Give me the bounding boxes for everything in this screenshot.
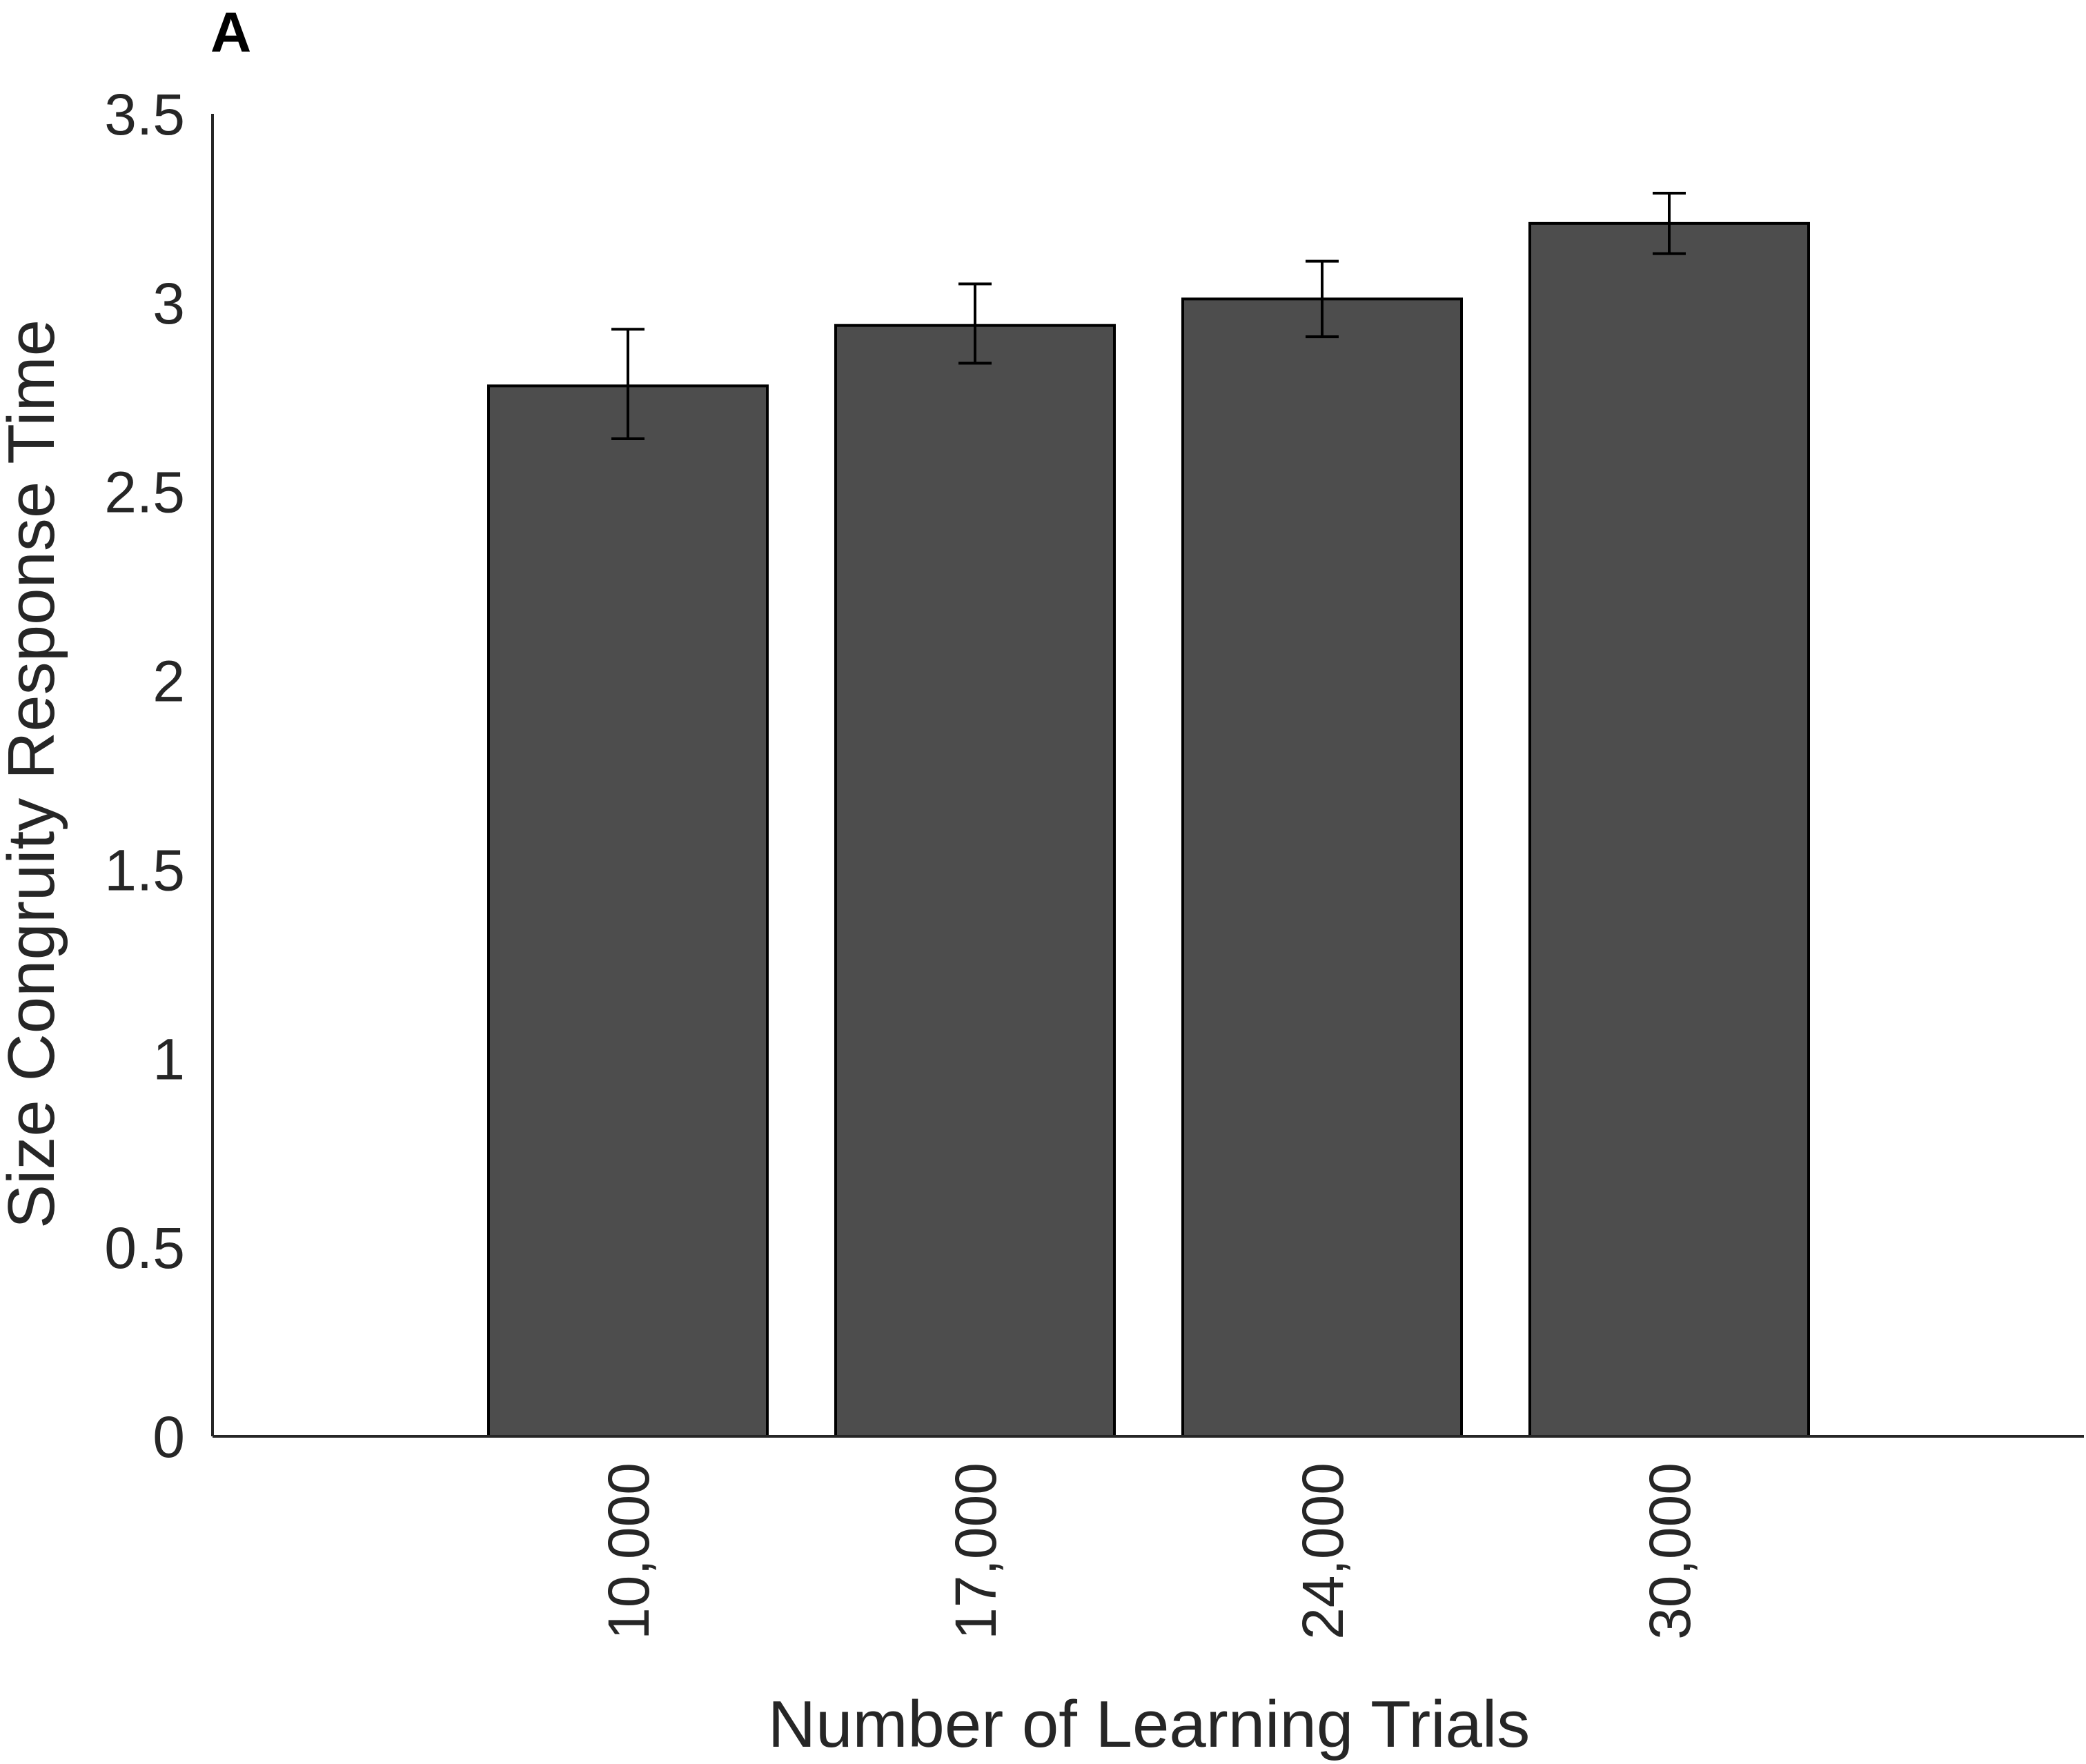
x-tick-label-4: 30,000	[1637, 1463, 1702, 1640]
x-tick-labels: 10,000 17,000 24,000 30,000	[596, 1463, 1702, 1640]
bar-4	[1528, 221, 1810, 1438]
y-tick-label-5: 2	[152, 649, 185, 714]
y-tick-label-6: 2.5	[104, 460, 185, 525]
bar-3	[1181, 297, 1463, 1438]
x-tick-label-3: 24,000	[1290, 1463, 1355, 1640]
error-bars	[611, 192, 1686, 441]
y-tick-label-8: 3.5	[104, 82, 185, 147]
y-axis-title: Size Congruity Response Time	[0, 319, 68, 1229]
y-tick-label-2: 0.5	[104, 1216, 185, 1280]
y-tick-label-3: 1	[152, 1027, 185, 1091]
x-axis-title: Number of Learning Trials	[768, 1687, 1531, 1761]
bar-1	[487, 384, 769, 1438]
error-bar-3	[1306, 259, 1339, 339]
panel-label: A	[210, 1, 251, 64]
error-bar-4	[1653, 192, 1686, 255]
error-bar-1	[611, 328, 645, 441]
bars	[487, 221, 1810, 1438]
y-tick-label-1: 0	[152, 1405, 185, 1469]
x-tick-label-2: 17,000	[943, 1463, 1008, 1640]
bar-2	[834, 324, 1116, 1438]
y-tick-label-4: 1.5	[104, 838, 185, 902]
y-tick-label-7: 3	[152, 271, 185, 336]
error-bar-2	[958, 282, 992, 365]
x-tick-label-1: 10,000	[596, 1463, 661, 1640]
y-tick-labels: 0 0.5 1 1.5 2 2.5 3 3.5	[104, 82, 185, 1469]
